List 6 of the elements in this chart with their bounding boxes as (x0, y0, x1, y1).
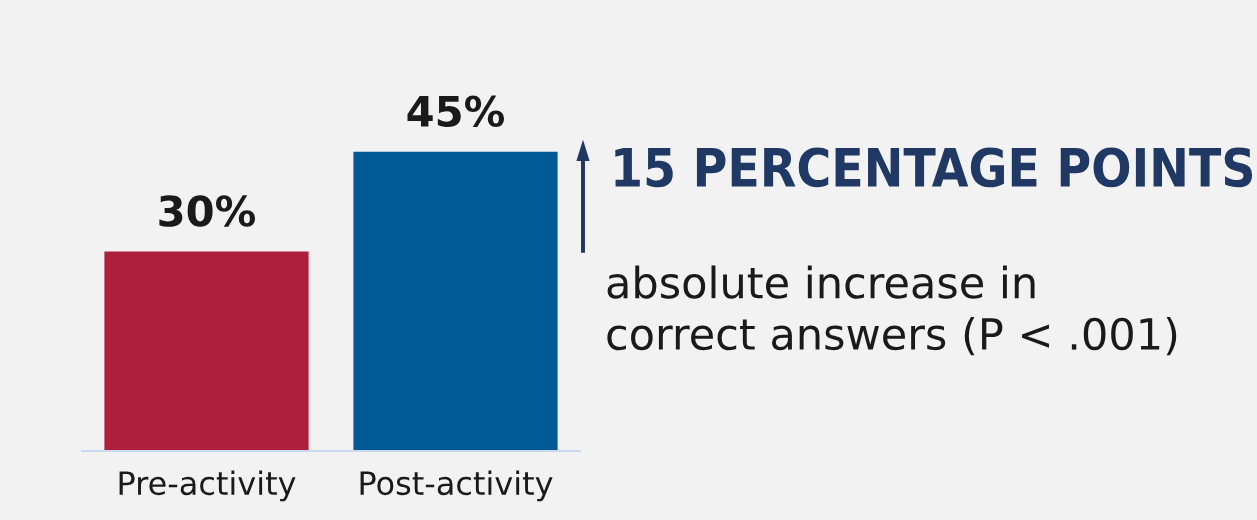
data-label: 45% (407, 95, 505, 128)
x-tick-label: Post-activity (360, 470, 553, 502)
text: 15 PERCENTAGE POINTS (615, 147, 1253, 188)
data-label: 30% (159, 195, 256, 227)
x-tick-label: Pre-activity (119, 470, 296, 502)
text: absolute increase in correct answers (P < .001) (607, 265, 1177, 356)
